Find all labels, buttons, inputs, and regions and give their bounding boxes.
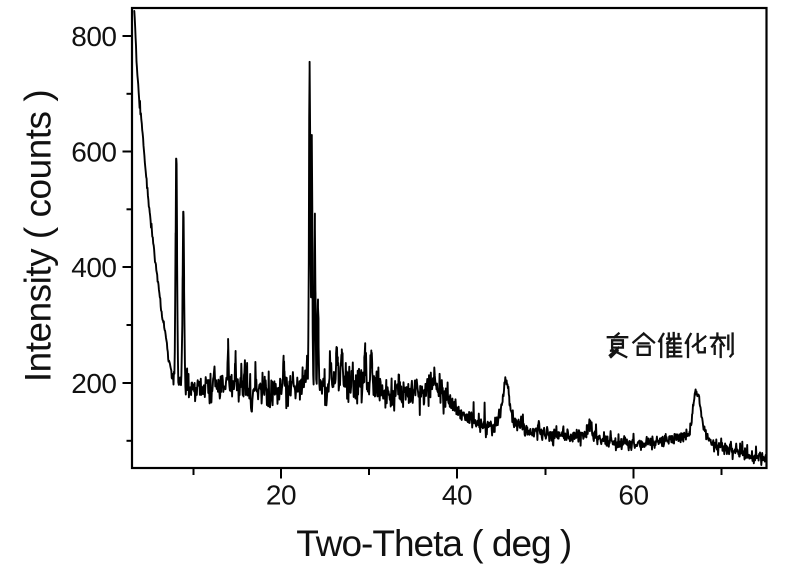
svg-text:Intensity ( counts ): Intensity ( counts ) — [18, 90, 59, 382]
svg-text:600: 600 — [71, 137, 116, 168]
svg-text:40: 40 — [442, 480, 472, 511]
svg-text:60: 60 — [618, 480, 648, 511]
svg-text:20: 20 — [266, 480, 296, 511]
svg-text:400: 400 — [71, 252, 116, 283]
svg-text:800: 800 — [71, 21, 116, 52]
svg-text:200: 200 — [71, 368, 116, 399]
svg-text:Two-Theta ( deg ): Two-Theta ( deg ) — [296, 523, 571, 564]
